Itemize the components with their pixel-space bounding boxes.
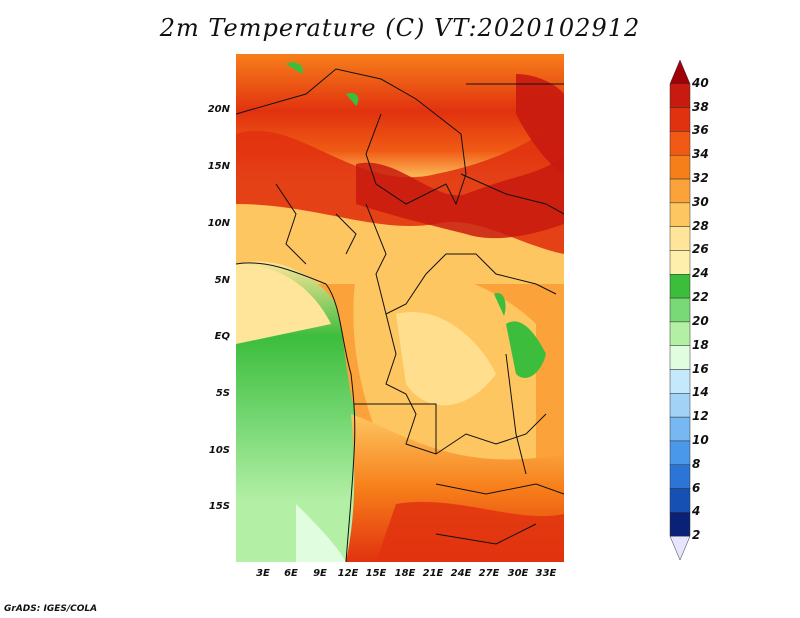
colorbar-segment: [669, 535, 691, 560]
lon-label: 12E: [337, 568, 359, 579]
colorbar-segment: [669, 488, 691, 513]
colorbar-tick-label: 14: [692, 385, 709, 400]
colorbar-tick-label: 6: [692, 480, 701, 495]
colorbar-segment: [669, 369, 691, 394]
colorbar-tick-label: 24: [692, 266, 709, 281]
colorbar-segment: [669, 512, 691, 537]
colorbar-tick-label: 34: [692, 147, 709, 162]
colorbar-tick-label: 10: [692, 432, 709, 447]
lon-label: 21E: [422, 568, 444, 579]
colorbar-segment: [669, 202, 691, 227]
colorbar-tick-label: 38: [692, 99, 709, 114]
lat-label: 10S: [208, 445, 230, 456]
colorbar-tick-label: 12: [692, 409, 709, 424]
lon-label: 30E: [507, 568, 529, 579]
lon-label: 3E: [256, 568, 270, 579]
lat-label: EQ: [214, 331, 230, 342]
lat-label: 5S: [215, 388, 230, 399]
lon-label: 9E: [313, 568, 327, 579]
lat-label: 5N: [214, 275, 230, 286]
colorbar-tick-label: 2: [692, 528, 701, 543]
colorbar-segment: [669, 107, 691, 132]
colorbar-tick-label: 22: [692, 290, 709, 305]
colorbar-segment: [669, 321, 691, 346]
colorbar-segment: [669, 345, 691, 370]
colorbar-segment: [669, 464, 691, 489]
lon-label: 18E: [394, 568, 416, 579]
lon-label: 27E: [478, 568, 500, 579]
lat-label: 15N: [207, 161, 230, 172]
colorbar-segment: [669, 297, 691, 323]
colorbar-tick-label: 4: [692, 504, 701, 519]
temperature-map: [236, 54, 564, 562]
colorbar-tick-label: 36: [692, 123, 709, 138]
colorbar: [669, 60, 691, 560]
colorbar-segment: [669, 393, 691, 418]
colorbar-segment: [669, 131, 691, 156]
lat-label: 10N: [207, 218, 230, 229]
colorbar-tick-label: 16: [692, 361, 709, 376]
colorbar-tick-label: 32: [692, 171, 709, 186]
lat-label: 20N: [207, 104, 230, 115]
colorbar-segment: [669, 250, 691, 275]
colorbar-segment: [669, 83, 691, 108]
lon-label: 24E: [450, 568, 472, 579]
colorbar-segment: [669, 226, 691, 251]
colorbar-segment: [669, 154, 691, 180]
lon-label: 15E: [365, 568, 387, 579]
lat-label: 15S: [208, 501, 230, 512]
colorbar-tick-label: 20: [692, 313, 709, 328]
colorbar-segment: [669, 60, 691, 85]
colorbar-segment: [669, 416, 691, 442]
colorbar-tick-label: 30: [692, 194, 709, 209]
colorbar-segment: [669, 440, 691, 466]
colorbar-tick-label: 26: [692, 242, 709, 257]
colorbar-tick-label: 18: [692, 337, 709, 352]
lon-label: 6E: [284, 568, 298, 579]
colorbar-segment: [669, 178, 691, 204]
colorbar-tick-label: 40: [692, 75, 709, 90]
colorbar-tick-label: 28: [692, 218, 709, 233]
lon-label: 33E: [535, 568, 557, 579]
credit-text: GrADS: IGES/COLA: [4, 604, 98, 614]
map-title: 2m Temperature (C) VT:2020102912: [159, 14, 641, 42]
colorbar-segment: [669, 274, 691, 299]
colorbar-tick-label: 8: [692, 456, 701, 471]
